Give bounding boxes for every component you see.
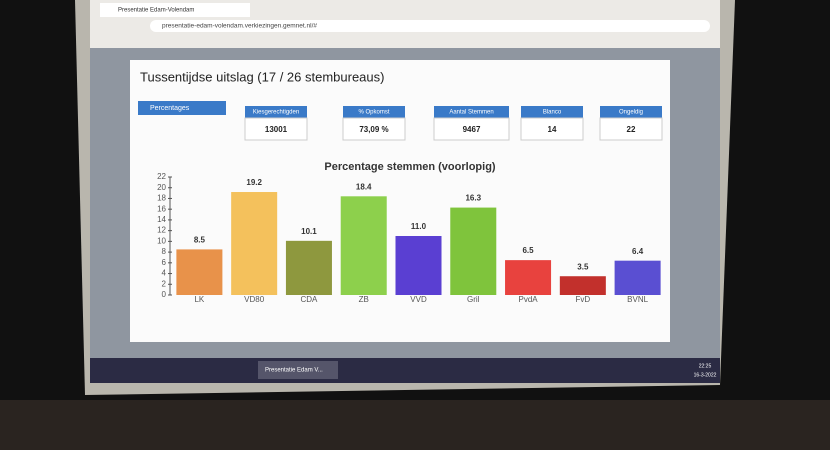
stat-box [244, 117, 308, 141]
value-label: 18.4 [356, 182, 372, 191]
stat-label: Blanco [543, 110, 562, 116]
stat-value: 9467 [463, 125, 481, 134]
y-tick-label: 2 [162, 279, 167, 288]
stat-header [521, 106, 583, 118]
y-tick-label: 4 [162, 269, 167, 278]
taskbar-item-label: Presentatie Edam V... [265, 368, 323, 374]
stat-label: % Opkomst [358, 110, 389, 116]
bar [395, 236, 442, 295]
y-tick-label: 6 [162, 258, 167, 267]
percentages-button[interactable] [138, 101, 226, 115]
value-label: 19.2 [246, 178, 262, 187]
value-label: 6.4 [632, 247, 644, 256]
x-tick-label: BVNL [627, 295, 648, 304]
stat-header [434, 106, 509, 118]
value-label: 3.5 [577, 262, 589, 271]
clock-date: 16-3-2022 [694, 372, 717, 378]
stat-header [245, 106, 307, 118]
y-tick-label: 12 [157, 226, 166, 235]
taskbar-item[interactable] [258, 361, 338, 379]
stat-value: 22 [627, 125, 636, 134]
y-tick-label: 22 [157, 172, 166, 181]
x-tick-label: ZB [359, 295, 369, 304]
x-tick-label: FvD [575, 295, 590, 304]
stat-header [343, 106, 405, 118]
y-tick-label: 14 [157, 215, 166, 224]
url: presentatie-edam-volendam.verkiezingen.g… [162, 23, 317, 30]
value-label: 10.1 [301, 227, 317, 236]
y-tick-label: 16 [157, 204, 166, 213]
bar [559, 276, 606, 295]
value-label: 16.3 [465, 194, 481, 203]
stat-box [342, 117, 406, 141]
stage-floor [0, 400, 830, 450]
x-tick-label: VVD [410, 295, 427, 304]
stat-box [599, 117, 663, 141]
stat-header [600, 106, 662, 118]
y-tick-label: 0 [162, 290, 167, 299]
value-label: 11.0 [411, 222, 427, 231]
chart-title: Percentage stemmen (voorlopig) [324, 161, 495, 173]
bar [285, 240, 332, 295]
y-tick-label: 20 [157, 183, 166, 192]
taskbar [90, 358, 720, 383]
x-tick-label: Gril [467, 295, 480, 304]
value-label: 6.5 [522, 246, 534, 255]
x-tick-label: VD80 [244, 295, 265, 304]
address-bar[interactable] [150, 20, 710, 32]
bar [231, 192, 278, 295]
bar [340, 196, 387, 295]
bar [176, 249, 223, 295]
x-tick-label: LK [194, 295, 204, 304]
button-label: Percentages [150, 105, 190, 112]
tab-title: Presentatie Edam-Volendam [118, 8, 194, 14]
stat-label: Aantal Stemmen [449, 110, 493, 116]
y-tick-label: 8 [162, 247, 167, 256]
y-tick-label: 10 [157, 236, 166, 245]
bar [450, 207, 497, 295]
modal-title: Tussentijdse uitslag (17 / 26 stembureau… [140, 69, 384, 84]
stat-value: 14 [548, 125, 557, 134]
x-tick-label: CDA [300, 295, 318, 304]
stat-box [433, 117, 510, 141]
x-tick-label: PvdA [518, 295, 538, 304]
stat-value: 73,09 % [359, 125, 388, 134]
y-tick-label: 18 [157, 194, 166, 203]
stat-box [520, 117, 584, 141]
stat-label: Kiesgerechtigden [253, 110, 299, 116]
value-label: 8.5 [194, 236, 206, 245]
bar [505, 260, 552, 295]
bar [614, 260, 661, 295]
stat-value: 13001 [265, 125, 288, 134]
browser-tab[interactable] [100, 3, 250, 17]
clock-time: 22:25 [699, 363, 712, 369]
stat-label: Ongeldig [619, 110, 643, 116]
